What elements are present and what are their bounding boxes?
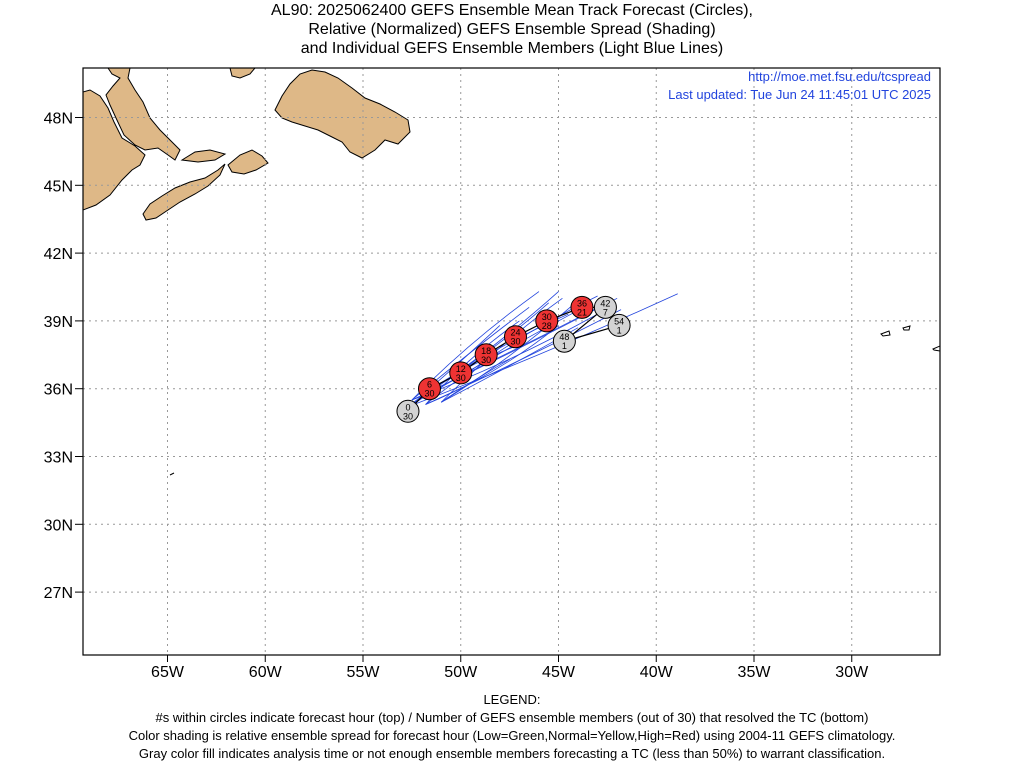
- ensemble-member-line: [407, 293, 678, 408]
- forecast-hour-label: 6: [427, 380, 432, 390]
- track-point-circle: [593, 295, 617, 319]
- lon-tick-label: 30W: [835, 664, 869, 681]
- ensemble-member-line: [440, 297, 563, 403]
- land-island-east-1: [880, 330, 891, 337]
- lat-tick-label: 48N: [44, 111, 73, 128]
- land-nova-scotia: [142, 163, 226, 221]
- ensemble-member-lines: [407, 291, 678, 408]
- land-masses: [83, 68, 940, 476]
- land-canada-mainland: [83, 68, 181, 211]
- latitude-axis: 48N 45N 42N 39N 36N 33N 30N 27N: [44, 111, 83, 602]
- member-count-label: 28: [542, 321, 552, 331]
- land-labrador-coast: [229, 68, 256, 79]
- lat-tick-label: 39N: [44, 314, 73, 331]
- land-newfoundland: [274, 69, 411, 159]
- track-point-circle: [607, 313, 631, 337]
- track-point-circle: [449, 361, 473, 385]
- member-count-label: 30: [424, 389, 434, 399]
- last-updated: Last updated: Tue Jun 24 11:45:01 UTC 20…: [668, 87, 931, 102]
- track-point-circle: [417, 377, 441, 401]
- forecast-hour-label: 18: [481, 346, 491, 356]
- forecast-hour-label: 42: [600, 298, 610, 308]
- track-point-circle: [474, 343, 498, 367]
- lat-tick-label: 36N: [44, 382, 73, 399]
- legend-line-2: Color shading is relative ensemble sprea…: [128, 728, 896, 743]
- track-point-circle: [396, 399, 420, 423]
- track-point-circle: [552, 329, 576, 353]
- forecast-hour-label: 30: [542, 312, 552, 322]
- member-count-label: 21: [577, 307, 587, 317]
- land-cape-breton: [227, 149, 269, 175]
- land-pei: [180, 149, 227, 163]
- lat-tick-label: 45N: [44, 178, 73, 195]
- legend-line-1: #s within circles indicate forecast hour…: [155, 710, 869, 725]
- legend-heading: LEGEND:: [483, 692, 541, 707]
- track-point-circle: [535, 309, 559, 333]
- lon-tick-label: 60W: [249, 664, 283, 681]
- lon-tick-label: 35W: [738, 664, 772, 681]
- forecast-hour-label: 0: [405, 402, 410, 412]
- lon-tick-label: 45W: [542, 664, 576, 681]
- track-point-circle: [570, 295, 594, 319]
- member-count-label: 30: [481, 355, 491, 365]
- member-count-label: 1: [617, 325, 622, 335]
- land-island-east-2: [902, 325, 911, 331]
- lon-tick-label: 50W: [444, 664, 478, 681]
- lat-tick-label: 30N: [44, 517, 73, 534]
- chart-title-line-3: and Individual GEFS Ensemble Members (Li…: [300, 40, 724, 57]
- chart-title-line-1: AL90: 2025062400 GEFS Ensemble Mean Trac…: [271, 2, 753, 19]
- forecast-hour-label: 48: [559, 332, 569, 342]
- land-islet-south: [169, 472, 175, 476]
- ensemble-member-line: [440, 358, 510, 403]
- forecast-hour-label: 36: [577, 298, 587, 308]
- lon-tick-label: 40W: [640, 664, 674, 681]
- longitude-axis: 65W 60W 55W 50W 45W 40W 35W 30W: [151, 655, 869, 681]
- member-count-label: 30: [403, 411, 413, 421]
- lat-tick-label: 27N: [44, 585, 73, 602]
- lat-tick-label: 33N: [44, 450, 73, 467]
- member-count-label: 7: [603, 307, 608, 317]
- chart-title-line-2: Relative (Normalized) GEFS Ensemble Spre…: [308, 21, 716, 38]
- lon-tick-label: 55W: [347, 664, 381, 681]
- lon-tick-label: 65W: [151, 664, 185, 681]
- legend-line-3: Gray color fill indicates analysis time …: [138, 746, 886, 761]
- member-count-label: 30: [456, 373, 466, 383]
- land-island-east-3: [932, 345, 940, 352]
- source-url[interactable]: http://moe.met.fsu.edu/tcspread: [748, 69, 931, 84]
- forecast-hour-label: 24: [510, 328, 520, 338]
- grid-lines: [83, 68, 940, 655]
- lat-tick-label: 42N: [44, 246, 73, 263]
- ensemble-member-line: [440, 300, 579, 403]
- member-count-label: 30: [510, 337, 520, 347]
- plot-frame: [82, 67, 941, 656]
- forecast-hour-label: 12: [456, 364, 466, 374]
- forecast-hour-label: 54: [614, 316, 624, 326]
- member-count-label: 1: [562, 341, 567, 351]
- track-point-circle: [503, 325, 527, 349]
